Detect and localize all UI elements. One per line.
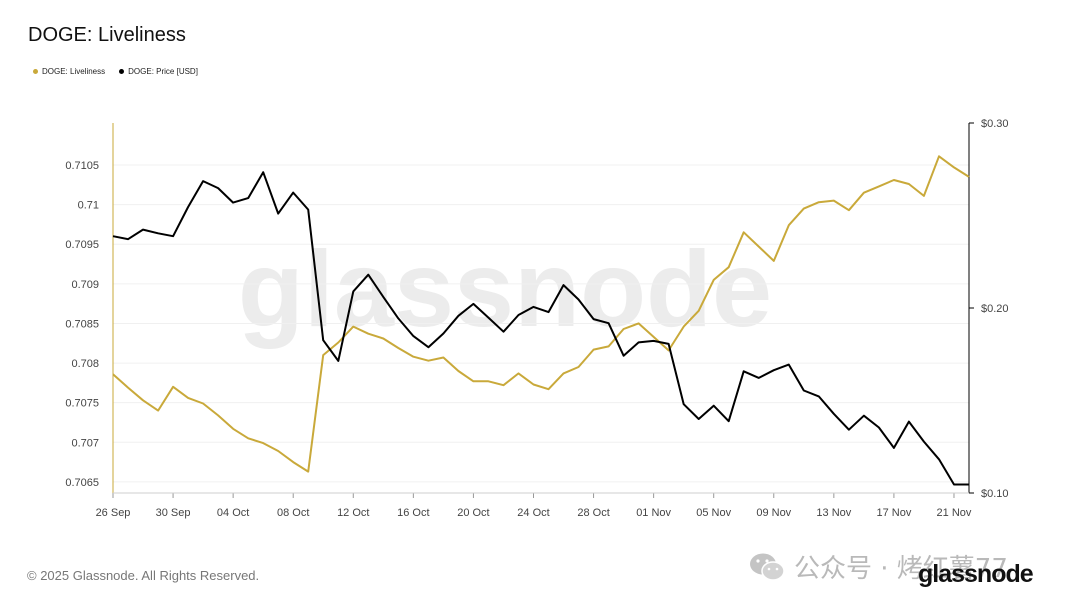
y-left-tick-label: 0.71: [78, 200, 99, 212]
y-left-tick-label: 0.7065: [65, 477, 99, 489]
x-tick-label: 28 Oct: [577, 507, 609, 519]
wechat-overlay: 公众号 · 烤红薯77: [748, 548, 1008, 585]
legend-swatch-liveliness: [33, 69, 38, 74]
x-tick-label: 09 Nov: [756, 507, 791, 519]
wechat-overlay-text: 公众号 · 烤红薯77: [794, 554, 1008, 584]
chart-legend: DOGE: Liveliness DOGE: Price [USD]: [33, 67, 198, 76]
y-left-tick-label: 0.707: [71, 437, 99, 449]
series-layer: [112, 155, 970, 486]
x-tick-label: 21 Nov: [937, 507, 972, 519]
y-left-tick-label: 0.7105: [65, 160, 99, 172]
x-tick-label: 30 Sep: [156, 507, 191, 519]
x-tick-label: 20 Oct: [457, 507, 489, 519]
x-tick-label: 26 Sep: [96, 507, 131, 519]
y-left-tick-label: 0.709: [71, 279, 99, 291]
y-left-tick-label: 0.7085: [65, 318, 99, 330]
series-line-liveliness: [112, 155, 970, 473]
axes: 0.7065 0.707 0.7075 0.708 0.7085 0.709 0.7095 0…: [65, 118, 1008, 519]
y-left-tick-label: 0.7075: [65, 398, 99, 410]
y-right-tick-label: $0.20: [981, 303, 1009, 315]
y-right-tick-label: $0.10: [981, 488, 1009, 500]
legend-item-liveliness[interactable]: DOGE: Liveliness: [33, 67, 105, 76]
y-left-tick-label: 0.708: [71, 358, 99, 370]
x-tick-label: 05 Nov: [696, 507, 731, 519]
x-tick-label: 16 Oct: [397, 507, 429, 519]
x-tick-label: 24 Oct: [517, 507, 549, 519]
y-left-tick-label: 0.7095: [65, 239, 99, 251]
copyright-footer: © 2025 Glassnode. All Rights Reserved.: [27, 568, 260, 583]
x-tick-label: 12 Oct: [337, 507, 369, 519]
legend-item-price[interactable]: DOGE: Price [USD]: [119, 67, 198, 76]
glassnode-logo[interactable]: glassnode: [918, 560, 1034, 588]
legend-label-liveliness: DOGE: Liveliness: [42, 67, 106, 76]
legend-swatch-price: [119, 69, 125, 74]
wechat-icon: [750, 553, 785, 581]
y-right-tick-label: $0.30: [981, 118, 1009, 130]
x-tick-label: 08 Oct: [277, 507, 309, 519]
x-tick-label: 04 Oct: [217, 507, 249, 519]
x-tick-label: 13 Nov: [816, 507, 851, 519]
x-tick-label: 17 Nov: [876, 507, 911, 519]
legend-label-price: DOGE: Price [USD]: [128, 67, 198, 76]
series-line-price: [112, 171, 969, 486]
x-tick-label: 01 Nov: [636, 507, 671, 519]
grid-lines: [113, 164, 969, 483]
chart-title: DOGE: Liveliness: [28, 24, 186, 46]
